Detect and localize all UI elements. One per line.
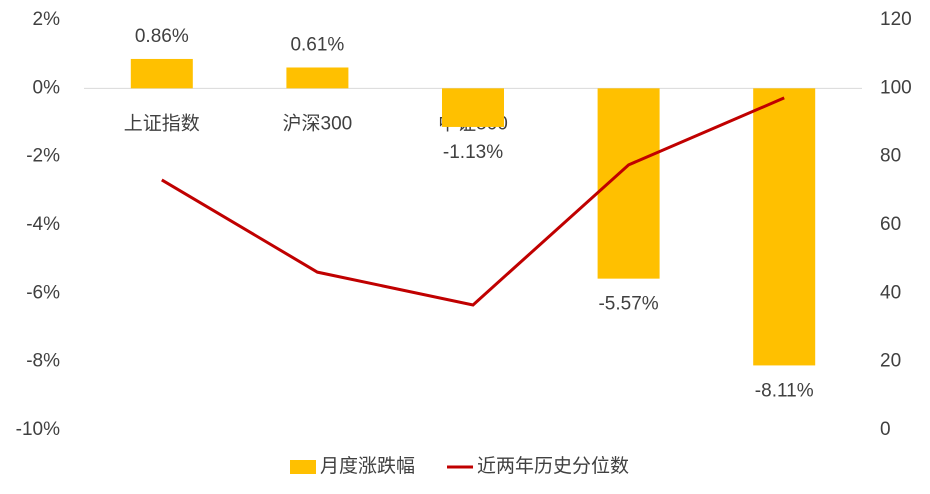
data-label: 0.86%: [135, 26, 189, 47]
line: [161, 96, 785, 307]
y2-tick-label: 60: [880, 214, 901, 235]
bar: [130, 58, 193, 89]
y-tick-label: -2%: [26, 146, 60, 167]
y-tick-label: -6%: [26, 282, 60, 303]
legend-swatch: [290, 460, 316, 474]
y2-tick-label: 100: [880, 77, 912, 98]
y-tick-label: -8%: [26, 351, 60, 372]
x-tick-label: 沪深300: [283, 112, 353, 134]
bar: [442, 88, 504, 127]
y-tick-label: -10%: [16, 419, 60, 440]
y2-tick-label: 40: [880, 282, 901, 303]
y2-tick-label: 120: [880, 9, 912, 30]
y-tick-label: 0%: [33, 77, 61, 98]
y-tick-label: -4%: [26, 214, 60, 235]
data-label: -5.57%: [598, 294, 658, 315]
data-label: -1.13%: [443, 142, 503, 163]
data-label: 0.61%: [290, 35, 344, 56]
y-tick-label: 2%: [33, 9, 61, 30]
data-label: -8.11%: [755, 380, 814, 401]
legend-label: 月度涨跌幅: [320, 455, 415, 477]
y2-tick-label: 0: [880, 419, 891, 440]
legend-label: 近两年历史分位数: [477, 455, 629, 477]
y2-tick-label: 80: [880, 146, 901, 167]
bar: [286, 67, 349, 89]
y2-tick-label: 20: [880, 351, 901, 372]
x-tick-label: 上证指数: [124, 112, 200, 134]
bar: [753, 88, 816, 366]
